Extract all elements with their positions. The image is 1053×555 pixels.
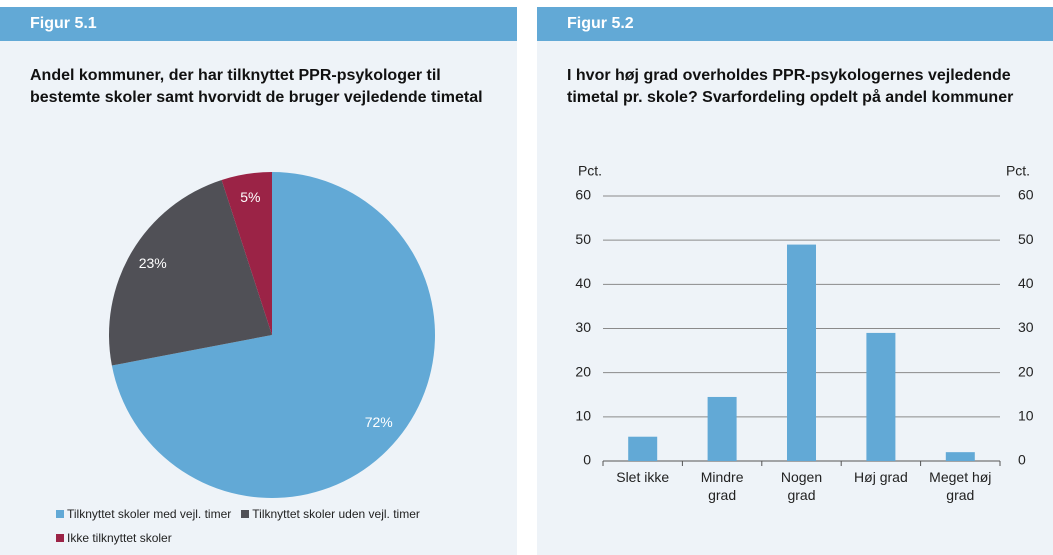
y-tick-label: 40 (575, 275, 591, 291)
bar (787, 244, 816, 461)
legend-label: Tilknyttet skoler uden vejl. timer (252, 507, 420, 521)
legend: Tilknyttet skoler med vejl. timer Tilknyt… (56, 507, 516, 545)
legend-label: Ikke tilknyttet skoler (67, 531, 172, 545)
bar (866, 332, 896, 461)
panel-header: Figur 5.1 (0, 7, 517, 41)
legend-item: Tilknyttet skoler uden vejl. timer (241, 507, 420, 521)
legend-label: Tilknyttet skoler med vejl. timer (67, 507, 232, 521)
y2-tick-label: 20 (1018, 363, 1034, 379)
x-tick-label: Høj grad (854, 469, 908, 485)
slice-label: 23% (139, 255, 167, 271)
legend-item: Tilknyttet skoler med vejl. timer (56, 507, 231, 521)
y2-tick-label: 30 (1018, 319, 1034, 335)
y2-tick-label: 50 (1018, 231, 1034, 247)
x-tick-label: Mindre grad (701, 469, 744, 503)
legend-swatch (56, 534, 64, 542)
bar (628, 436, 658, 461)
y2-axis-label: Pct. (1006, 163, 1030, 179)
bar (707, 396, 737, 461)
legend-swatch (56, 510, 64, 518)
y-tick-label: 0 (583, 452, 591, 468)
y-tick-label: 30 (575, 319, 591, 335)
y2-tick-label: 40 (1018, 275, 1034, 291)
legend-swatch (241, 510, 250, 518)
chart-title: I hvor høj grad overholdes PPR-psykologe… (567, 67, 1014, 106)
y2-tick-label: 0 (1018, 452, 1026, 468)
y2-tick-label: 10 (1018, 408, 1034, 424)
panel-header: Figur 5.2 (537, 7, 1053, 41)
pie-slice (108, 179, 272, 366)
x-tick-label: Meget høj grad (929, 469, 991, 503)
chart-title: Andel kommuner, der har tilknyttet PPR-p… (30, 67, 483, 106)
slice-label: 72% (365, 414, 393, 430)
bar (945, 452, 975, 461)
slice-label: 5% (240, 189, 260, 205)
y2-tick-label: 60 (1018, 187, 1034, 203)
y-tick-label: 50 (575, 231, 591, 247)
pie-slice (111, 172, 435, 498)
y-axis-label: Pct. (578, 163, 602, 179)
x-tick-label: Slet ikke (616, 469, 669, 485)
y-tick-label: 60 (575, 187, 591, 203)
panel-right: Figur 5.2 I hvor høj grad overholdes PPR… (537, 7, 1053, 555)
y-tick-label: 10 (575, 408, 591, 424)
y-tick-label: 20 (575, 363, 591, 379)
x-tick-label: Nogen grad (781, 469, 822, 503)
legend-item: Ikke tilknyttet skoler (56, 531, 172, 545)
pie-slice (221, 172, 272, 335)
